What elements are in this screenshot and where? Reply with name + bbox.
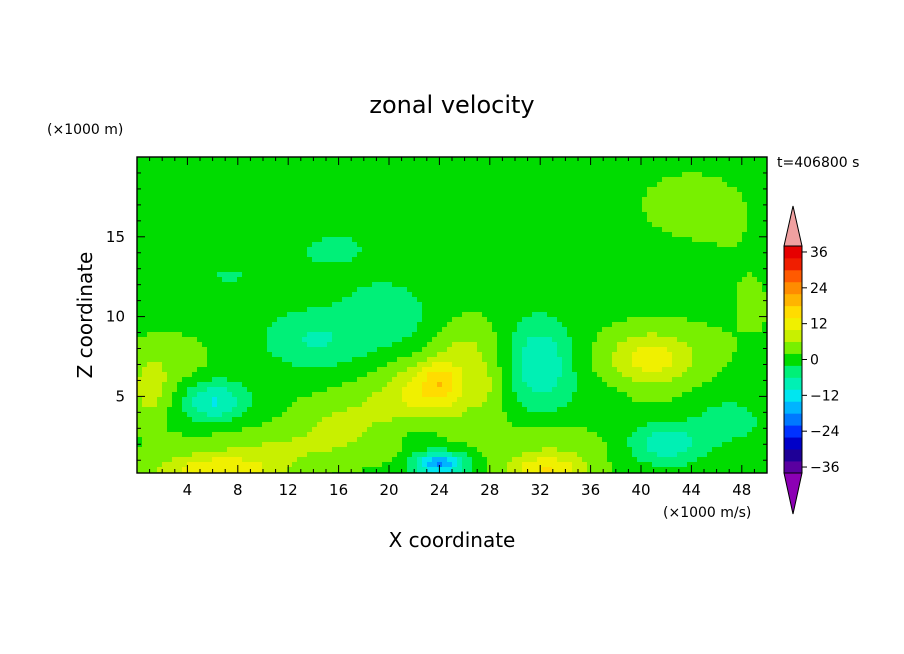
- x-tick-label: 44: [682, 481, 701, 499]
- x-tick-label: 20: [379, 481, 398, 499]
- x-tick-label: 40: [631, 481, 650, 499]
- colorbar-level: [784, 437, 802, 450]
- y-unit-label: (×1000 m): [47, 122, 123, 138]
- x-tick-label: 28: [480, 481, 499, 499]
- x-axis-label: X coordinate: [389, 528, 516, 552]
- colorbar-level: [784, 257, 802, 271]
- y-axis-label: Z coordinate: [73, 252, 97, 379]
- colorbar-tick-label: 12: [810, 317, 828, 333]
- contour-field: [137, 157, 767, 473]
- x-unit-label: (×1000 m/s): [663, 505, 751, 521]
- chart-title: zonal velocity: [369, 91, 534, 119]
- x-tick-label: 8: [233, 481, 243, 499]
- colorbar-level: [784, 461, 802, 474]
- colorbar-level: [784, 293, 802, 307]
- colorbar-level: [784, 281, 802, 295]
- colorbar-level: [784, 353, 802, 366]
- y-tick-label: 15: [106, 228, 125, 246]
- x-tick-label: 4: [183, 481, 193, 499]
- colorbar-level: [784, 377, 802, 390]
- colorbar-level: [784, 317, 802, 331]
- colorbar-level: [784, 425, 802, 438]
- colorbar-tick-label: −12: [810, 388, 840, 404]
- colorbar-level: [784, 365, 802, 378]
- y-axis: 5 10 15: [106, 172, 767, 461]
- colorbar-level: [784, 329, 802, 342]
- colorbar-level: [784, 413, 802, 426]
- colorbar: 36 24 12 0 −12 −24 −36: [783, 205, 840, 515]
- colorbar-max-triangle: [783, 205, 803, 247]
- colorbar-level: [784, 401, 802, 414]
- colorbar-level: [784, 269, 802, 283]
- colorbar-min-triangle: [783, 472, 803, 515]
- x-axis: 4 8 12 16 20 24 28 32 36 40 44 48: [149, 157, 755, 499]
- x-tick-label: 48: [732, 481, 751, 499]
- x-tick-label: 24: [430, 481, 449, 499]
- y-tick-label: 5: [115, 387, 125, 405]
- colorbar-tick-label: 36: [810, 245, 828, 261]
- colorbar-tick-label: −36: [810, 460, 840, 476]
- x-tick-label: 12: [279, 481, 298, 499]
- colorbar-level: [784, 246, 802, 259]
- colorbar-level: [784, 305, 802, 319]
- x-tick-label: 16: [329, 481, 348, 499]
- colorbar-tick-label: −24: [810, 424, 840, 440]
- y-tick-label: 10: [106, 308, 125, 326]
- colorbar-level: [784, 389, 802, 402]
- x-tick-label: 32: [531, 481, 550, 499]
- colorbar-tick-label: 0: [810, 353, 819, 369]
- colorbar-tick-label: 24: [810, 281, 828, 297]
- colorbar-level: [784, 449, 802, 462]
- colorbar-level: [784, 341, 802, 354]
- time-label: t=406800 s: [777, 155, 859, 171]
- x-tick-label: 36: [581, 481, 600, 499]
